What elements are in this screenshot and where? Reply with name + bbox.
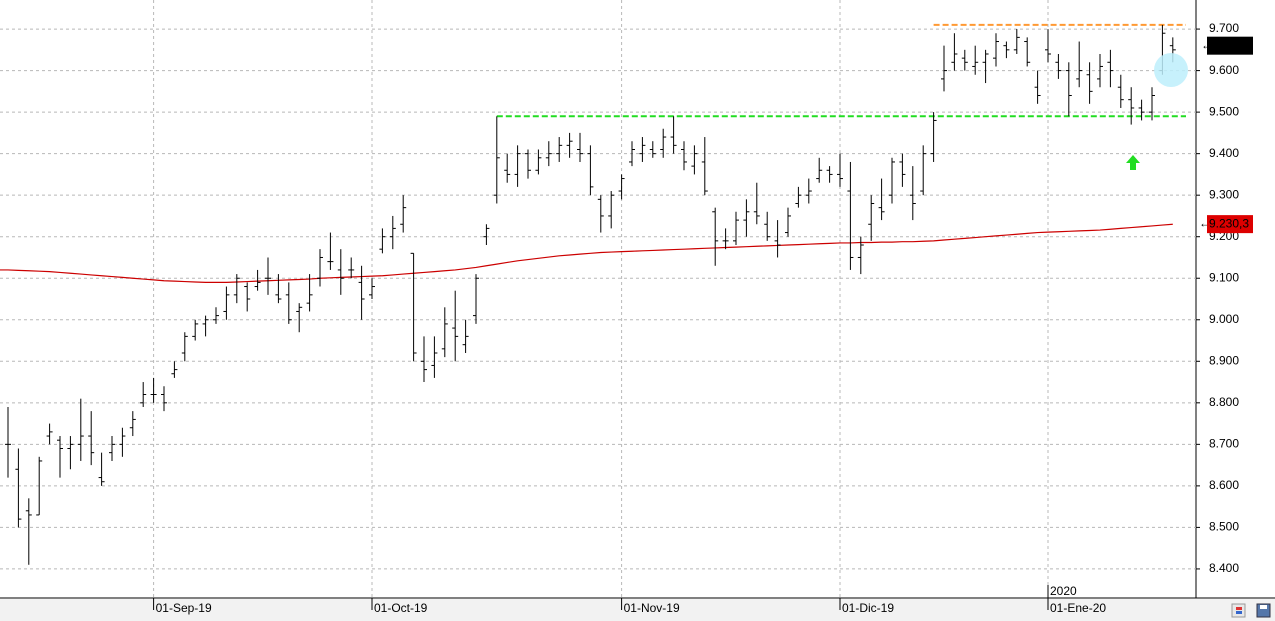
y-tick-label: 9.500 [1209, 104, 1239, 118]
x-tick-label: 01-Oct-19 [374, 601, 428, 615]
y-tick-label: 9.700 [1209, 21, 1239, 35]
y-tick-label: 9.000 [1209, 312, 1239, 326]
icon-detail [1236, 611, 1242, 614]
moving-average [0, 223, 1173, 283]
icon-detail [1260, 605, 1267, 609]
y-tick-label: 9.300 [1209, 187, 1239, 201]
icon-detail [1236, 607, 1242, 610]
year-label: 2020 [1050, 584, 1077, 598]
y-tick-label: 8.900 [1209, 353, 1239, 367]
y-tick-label: 9.400 [1209, 146, 1239, 160]
up-arrow [1126, 155, 1140, 170]
y-tick-label: 8.800 [1209, 395, 1239, 409]
settings-icon[interactable] [1231, 603, 1246, 618]
y-tick-label: 9.600 [1209, 63, 1239, 77]
ma-value-box [1207, 215, 1253, 234]
x-tick-label: 01-Sep-19 [156, 601, 212, 615]
date-bar [0, 599, 1275, 621]
y-tick-label: 9.100 [1209, 270, 1239, 284]
x-tick-label: 01-Ene-20 [1050, 601, 1106, 615]
last-price-box [1207, 36, 1253, 55]
y-tick-label: 8.500 [1209, 520, 1239, 534]
plot-area: 8.400 8.500 8.600 8.700 8.800 8.900 9.000 9.100… [0, 0, 1239, 615]
x-tick-label: 01-Nov-19 [624, 601, 680, 615]
y-tick-label: 8.700 [1209, 437, 1239, 451]
ma-value-label: 9.230,3 [1209, 216, 1249, 230]
highlight-circle [1154, 53, 1188, 87]
y-tick-label: 8.600 [1209, 478, 1239, 492]
x-tick-label: 01-Dic-19 [842, 601, 894, 615]
y-tick-label: 8.400 [1209, 561, 1239, 575]
